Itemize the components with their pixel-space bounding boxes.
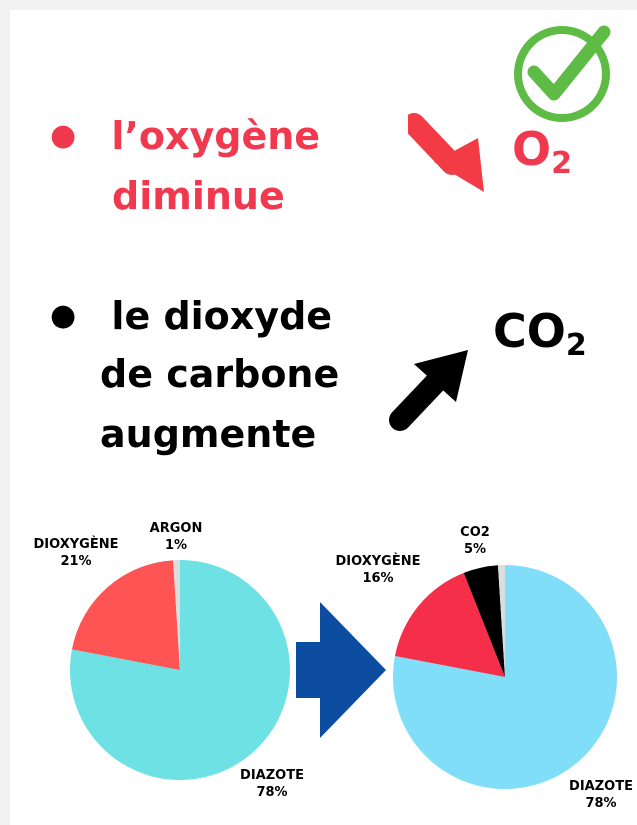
slice-label: DIOXYGÈNE	[33, 537, 119, 552]
pie-chart-after	[393, 565, 617, 789]
pie2-label-dioxygene: DIOXYGÈNE 16%	[326, 553, 430, 587]
co2-line-3: augmente	[100, 412, 317, 456]
pie-slice-other	[497, 565, 505, 677]
slice-value: 78%	[256, 785, 288, 800]
red-down-arrow-icon	[408, 113, 484, 192]
co2-sub: 2	[565, 328, 587, 363]
o2-sub: 2	[551, 146, 572, 181]
slice-label: ARGON	[149, 521, 203, 536]
pie2-label-co2: CO2 5%	[448, 524, 502, 558]
co2-main: CO	[493, 304, 566, 358]
slice-label: DIAZOTE	[569, 779, 633, 794]
slice-value: 21%	[60, 554, 92, 569]
oxygen-bullet: ● l’oxygène	[50, 108, 320, 168]
bullet-dot: ●	[50, 118, 77, 153]
pie-slice-dioxyg-ne	[71, 560, 180, 670]
pie-chart-before	[70, 560, 290, 780]
black-up-arrow-icon	[389, 350, 468, 431]
slice-label: DIOXYGÈNE	[335, 554, 421, 569]
slice-value: 16%	[362, 571, 394, 586]
o2-formula: O2	[512, 122, 572, 181]
slice-value: 1%	[164, 538, 188, 553]
pie-slice-argon	[173, 560, 180, 670]
blue-right-arrow-icon	[296, 602, 386, 738]
pie-slice-co2	[463, 565, 505, 677]
co2-bullet: ● le dioxyde	[50, 288, 332, 348]
co2-formula: CO2	[493, 304, 587, 363]
slice-label: CO2	[460, 525, 490, 540]
co2-line-1: le dioxyde	[111, 294, 333, 338]
slice-value: 5%	[463, 542, 487, 557]
pie1-label-dioxygene: DIOXYGÈNE 21%	[26, 536, 126, 570]
oxygen-line-2: diminue	[112, 174, 285, 218]
green-check-circle-icon	[514, 25, 611, 122]
oxygen-line-1: l’oxygène	[111, 114, 321, 158]
slice-label: DIAZOTE	[240, 768, 304, 783]
slice-value: 78%	[585, 796, 617, 811]
bullet-dot: ●	[50, 298, 77, 333]
pie2-label-diazote: DIAZOTE 78%	[566, 778, 636, 812]
co2-line-2: de carbone	[100, 352, 340, 396]
o2-main: O	[512, 122, 552, 176]
pie1-label-argon: ARGON 1%	[136, 520, 216, 554]
pie-slice-dioxyg-ne	[394, 572, 505, 677]
pie1-label-diazote: DIAZOTE 78%	[232, 767, 312, 801]
